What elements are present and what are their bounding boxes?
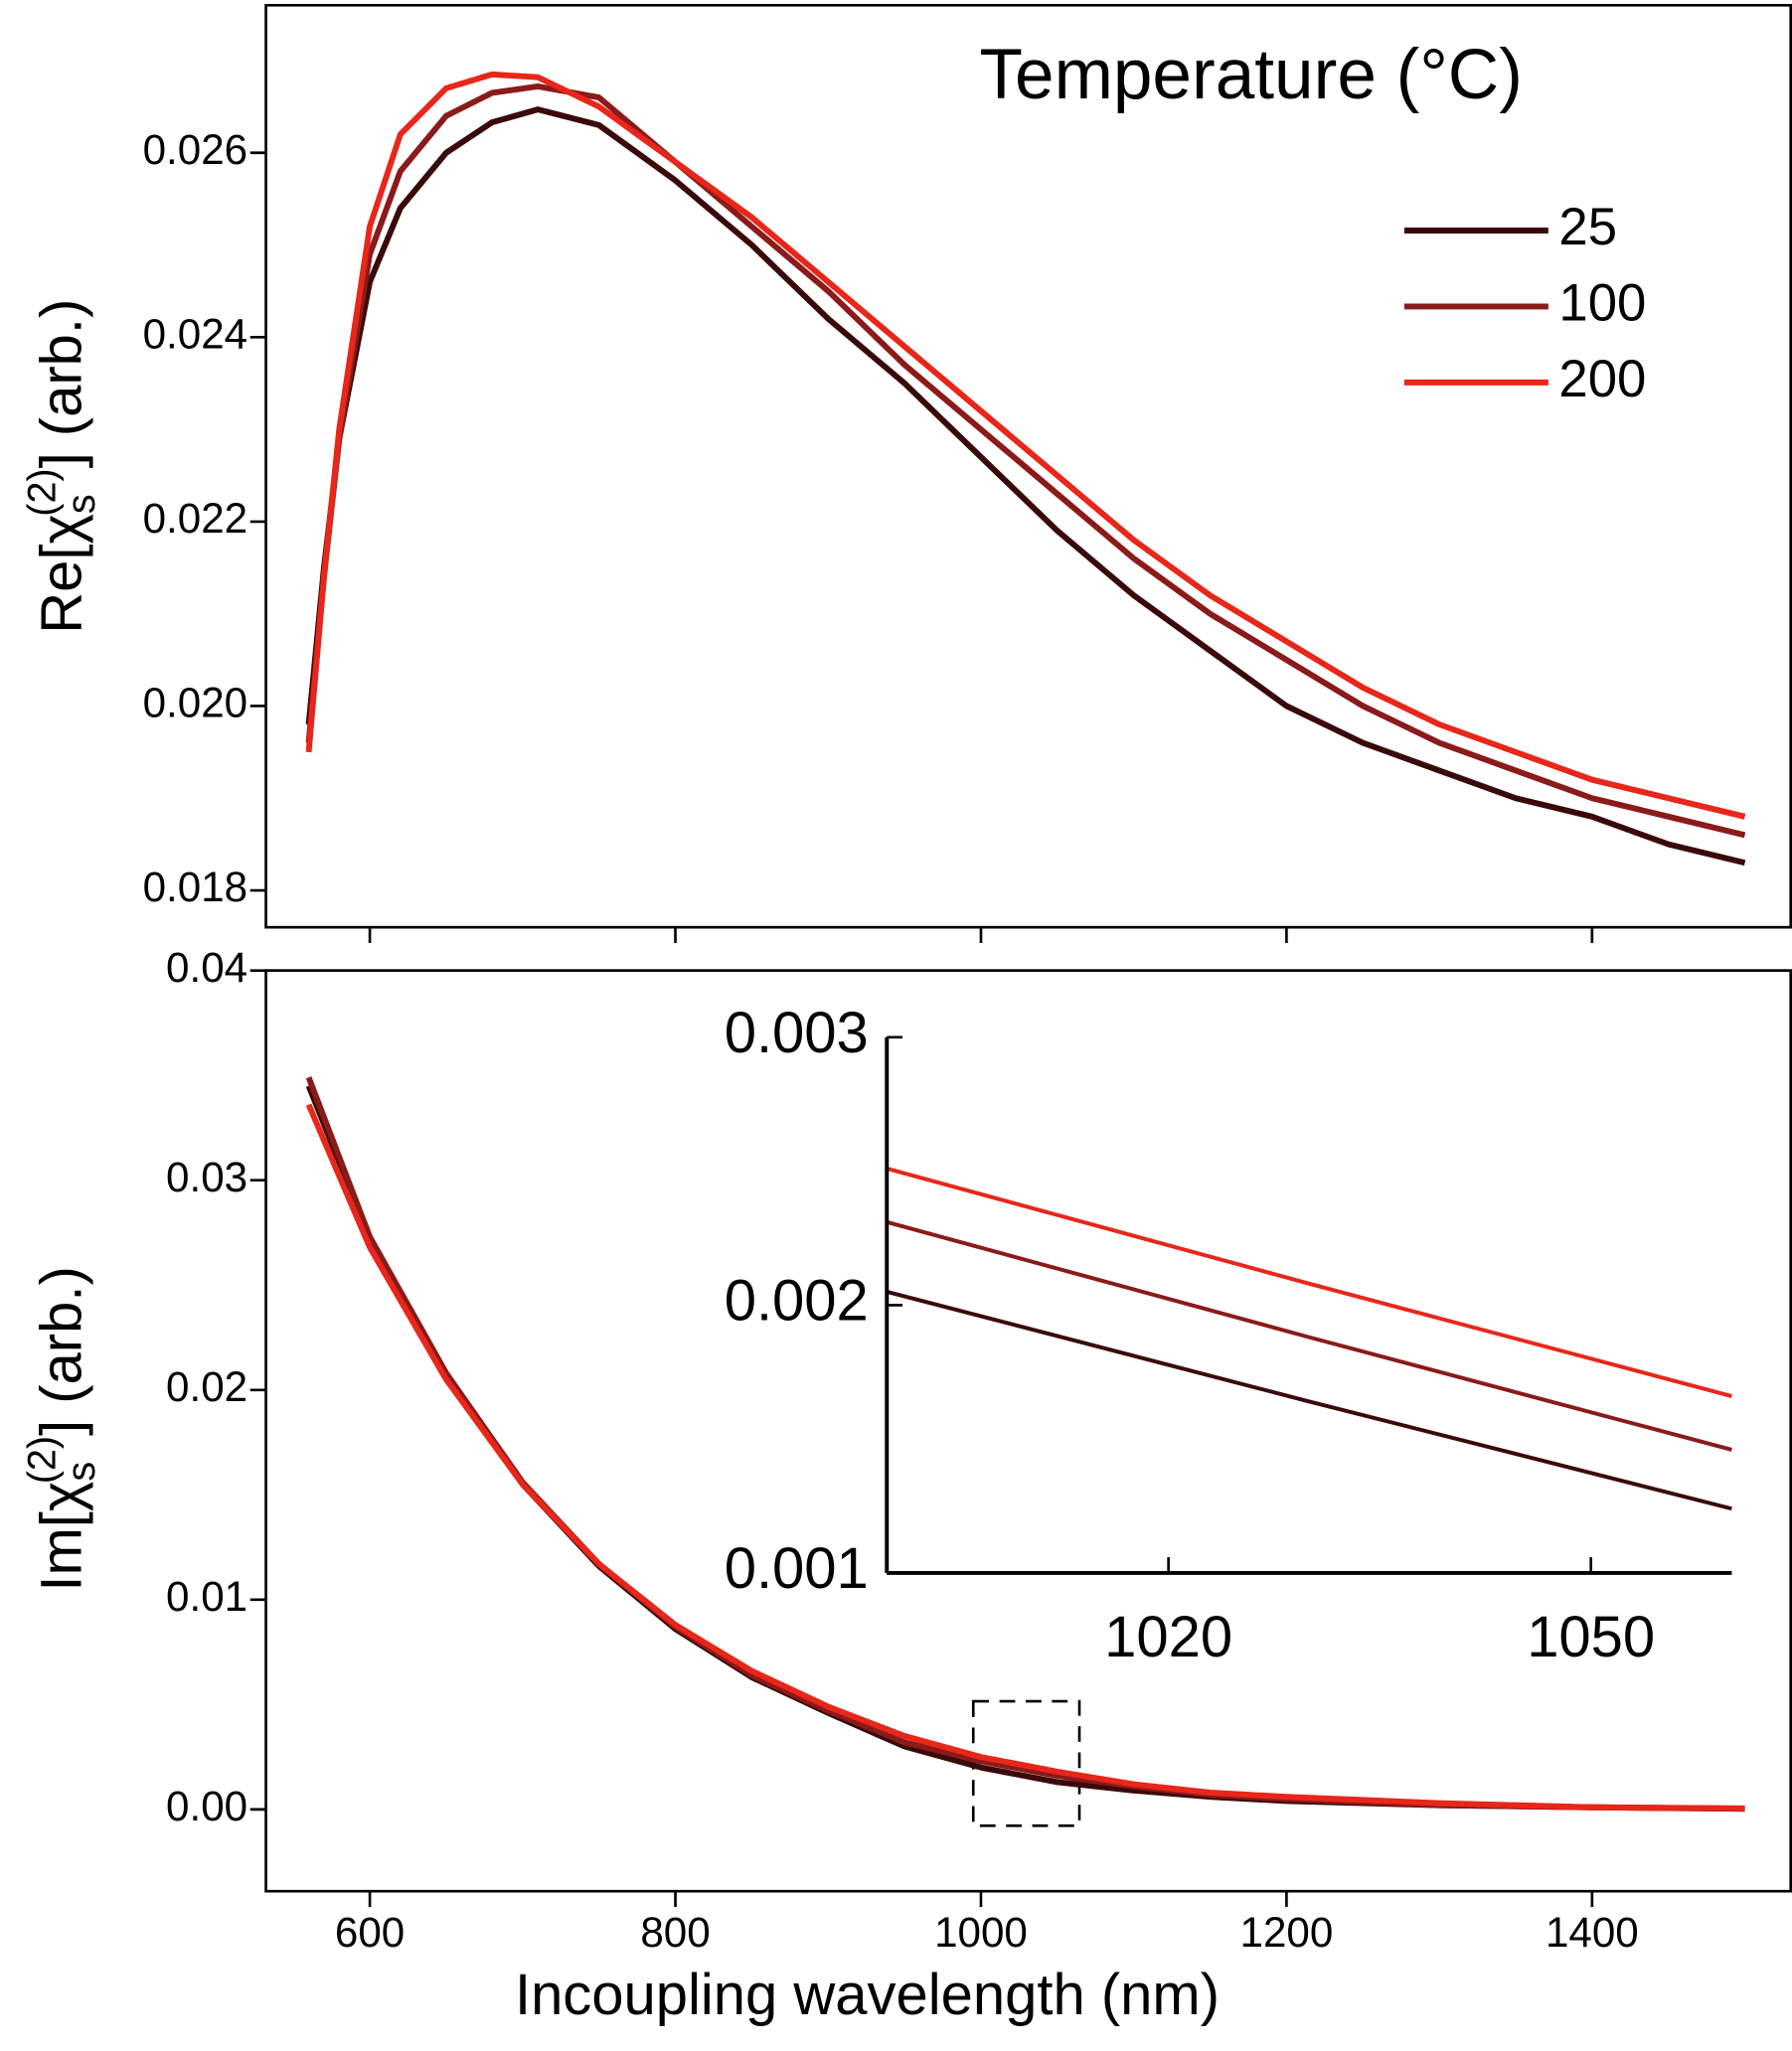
- y-tick-label: 0.002: [725, 1270, 869, 1334]
- y-tick-label: 0.018: [143, 864, 248, 910]
- y-axis-label-part: Im[χ: [31, 1482, 94, 1592]
- y-tick-label: 0.00: [166, 1783, 247, 1829]
- y-tick-label: 0.02: [166, 1363, 247, 1410]
- plot: 0.00 0.01 0.02 0.03 0.04 600 800 1000 1200 1400 In…: [20, 944, 1792, 2027]
- y-axis-label-part: ] (arb.): [31, 299, 94, 469]
- y-axis-label: Re[χs(2)] (arb.): [20, 299, 103, 634]
- plot-frame: [264, 969, 1792, 1893]
- x-tick-label: 1050: [1527, 1606, 1655, 1669]
- legend-label: 100: [1558, 273, 1646, 332]
- y-axis-label-part: s: [60, 1462, 103, 1482]
- line-series: [305, 1076, 1745, 1813]
- line-series: [305, 106, 1746, 867]
- y-axis-label-part: Re[χ: [31, 514, 94, 634]
- y-axis-label-part: (2): [20, 1436, 64, 1484]
- plot-frame: [264, 3, 1792, 929]
- y-tick-label: 0.024: [143, 310, 248, 357]
- y-axis-label-part: ] (arb.): [31, 1266, 94, 1436]
- y-tick-label: 0.020: [143, 680, 248, 726]
- line-series: [886, 1219, 1732, 1452]
- x-tick-label: 1000: [934, 1909, 1028, 1956]
- y-axis-label-part: s: [60, 494, 103, 514]
- x-tick-label: 1400: [1546, 1909, 1639, 1956]
- y-tick-label: 0.04: [166, 944, 247, 991]
- line-series: [886, 1289, 1732, 1511]
- x-tick-label: 1020: [1104, 1606, 1232, 1669]
- line-series: [305, 71, 1746, 820]
- x-tick-label: 600: [335, 1909, 405, 1956]
- y-axis-label-part: (2): [20, 468, 64, 516]
- y-tick-label: 0.003: [725, 1002, 869, 1065]
- line-series: [305, 1103, 1745, 1812]
- legend-title: Temperature (°C): [979, 36, 1522, 114]
- plot: 0.018 0.020 0.022 0.024 0.026 Re[χs(2)] (arb.…: [20, 3, 1792, 943]
- y-tick-label: 0.001: [725, 1537, 869, 1601]
- x-axis-label: Incoupling wavelength (nm): [515, 1964, 1220, 2027]
- legend-label: 200: [1558, 350, 1646, 408]
- line-series: [305, 82, 1746, 839]
- y-tick-label: 0.03: [166, 1154, 247, 1200]
- y-axis-label: Im[χs(2)] (arb.): [20, 1266, 103, 1591]
- y-tick-label: 0.022: [143, 495, 248, 542]
- y-tick-label: 0.01: [166, 1573, 247, 1620]
- line-series: [886, 1167, 1732, 1398]
- legend-label: 25: [1558, 198, 1617, 256]
- plot: 0.001 0.002 0.003 1020 1050: [725, 1002, 1732, 1669]
- x-tick-label: 1200: [1240, 1909, 1334, 1956]
- legend: Temperature (°C) 25 100 200: [979, 36, 1646, 408]
- y-tick-label: 0.026: [143, 126, 248, 173]
- x-tick-label: 800: [640, 1909, 710, 1956]
